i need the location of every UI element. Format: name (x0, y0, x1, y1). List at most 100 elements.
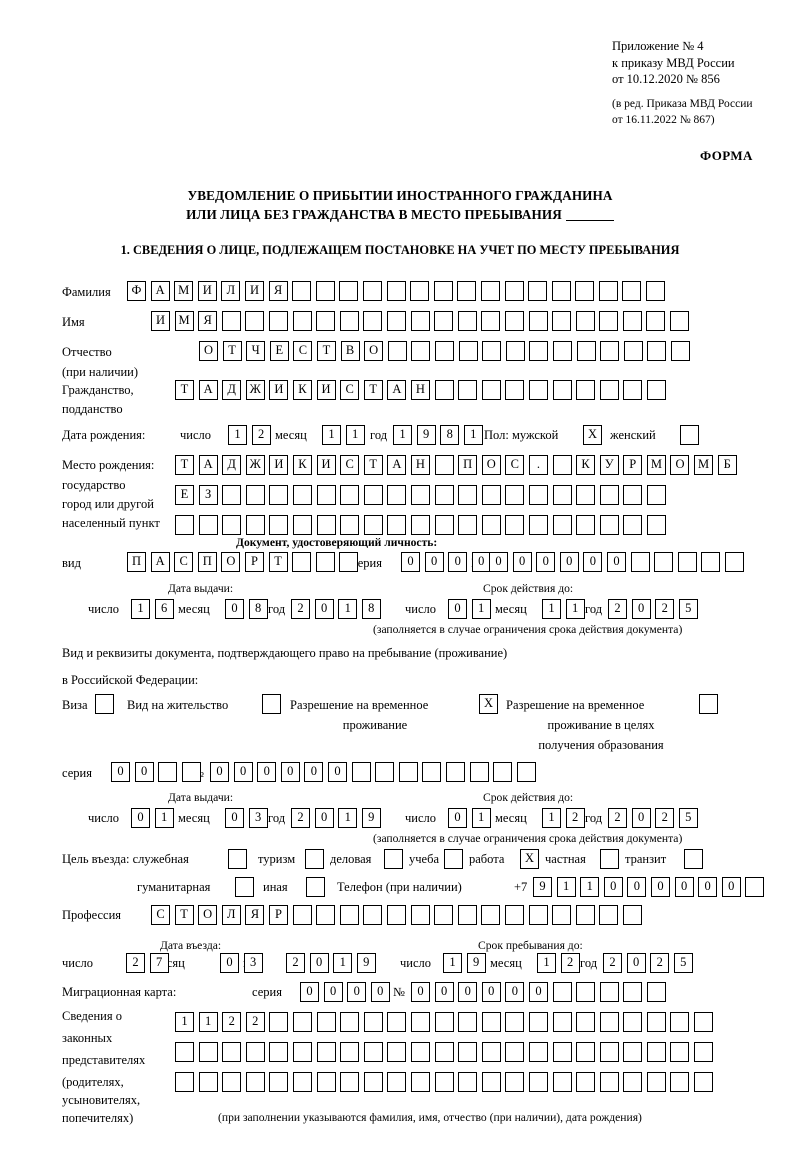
cell[interactable] (576, 485, 596, 505)
cell[interactable]: М (694, 455, 714, 475)
cell[interactable] (222, 1042, 242, 1062)
checkbox-residence-permit[interactable] (262, 694, 281, 714)
cell[interactable] (245, 1042, 265, 1062)
cell[interactable]: С (340, 455, 360, 475)
cell[interactable] (387, 515, 407, 535)
cell[interactable] (292, 905, 312, 925)
cell[interactable] (576, 1072, 596, 1092)
cell[interactable]: Т (222, 341, 242, 361)
cell[interactable]: К (576, 455, 596, 475)
cell[interactable]: 0 (536, 552, 556, 572)
cell[interactable]: М (174, 311, 194, 331)
cell[interactable]: А (387, 455, 407, 475)
cell[interactable]: 1 (443, 953, 462, 973)
cell[interactable]: 2 (655, 599, 675, 619)
cell[interactable] (410, 905, 430, 925)
cell[interactable] (175, 515, 194, 535)
cell[interactable] (340, 485, 360, 505)
cell[interactable] (481, 380, 501, 400)
cell[interactable] (410, 1042, 430, 1062)
cell[interactable] (458, 1072, 478, 1092)
cell[interactable] (482, 341, 502, 361)
cell[interactable] (316, 1072, 336, 1092)
cell[interactable] (646, 281, 666, 301)
cell[interactable]: 1 (471, 808, 491, 828)
cell[interactable]: 8 (440, 425, 460, 445)
cell[interactable]: 2 (291, 808, 310, 828)
cell[interactable] (599, 380, 619, 400)
cell[interactable]: 0 (489, 552, 508, 572)
cell[interactable]: 9 (361, 808, 381, 828)
checkbox-purpose-study[interactable] (444, 849, 463, 869)
cell[interactable] (694, 1072, 714, 1092)
cell[interactable]: 0 (627, 877, 647, 897)
cell[interactable] (481, 905, 501, 925)
cell[interactable]: Т (316, 341, 336, 361)
cell[interactable] (434, 1042, 454, 1062)
field-legal-rep-row-2[interactable] (175, 1042, 714, 1062)
cell[interactable]: Я (268, 281, 288, 301)
cell[interactable] (292, 515, 312, 535)
cell[interactable] (646, 311, 666, 331)
cell[interactable] (292, 485, 312, 505)
cell[interactable] (623, 1012, 643, 1032)
cell[interactable] (623, 485, 643, 505)
cell[interactable]: 0 (448, 599, 467, 619)
cell[interactable] (245, 311, 265, 331)
cell[interactable] (387, 341, 407, 361)
cell[interactable] (340, 1072, 360, 1092)
cell[interactable]: 2 (603, 953, 622, 973)
cell[interactable] (340, 515, 360, 535)
cell[interactable] (552, 905, 572, 925)
cell[interactable] (516, 762, 536, 782)
cell[interactable]: 0 (674, 877, 694, 897)
cell[interactable] (410, 311, 430, 331)
checkbox-sex-male[interactable]: X (583, 425, 602, 445)
cell[interactable] (493, 762, 513, 782)
cell[interactable]: О (364, 341, 384, 361)
cell[interactable] (646, 1072, 666, 1092)
cell[interactable]: 0 (505, 982, 525, 1002)
cell[interactable] (630, 552, 650, 572)
checkbox-temp-residence-edu[interactable] (699, 694, 718, 714)
checkbox-visa[interactable] (95, 694, 114, 714)
field-birthplace-row-3[interactable] (175, 515, 666, 535)
cell[interactable]: И (151, 311, 170, 331)
checkbox-temp-residence[interactable]: X (479, 694, 498, 714)
cell[interactable] (504, 905, 524, 925)
cell[interactable]: 0 (323, 982, 343, 1002)
cell[interactable] (292, 1042, 312, 1062)
cell[interactable] (599, 982, 619, 1002)
cell[interactable] (387, 1012, 407, 1032)
cell[interactable] (552, 485, 572, 505)
cell[interactable]: 9 (416, 425, 436, 445)
cell[interactable] (363, 1012, 383, 1032)
cell[interactable] (269, 515, 289, 535)
cell[interactable]: Я (198, 311, 218, 331)
cell[interactable] (622, 905, 642, 925)
cell[interactable]: О (670, 455, 690, 475)
cell[interactable] (505, 1072, 525, 1092)
cell[interactable] (457, 905, 477, 925)
cell[interactable]: 1 (580, 877, 600, 897)
cell[interactable] (387, 485, 407, 505)
cell[interactable]: 0 (220, 953, 239, 973)
cell[interactable] (315, 552, 335, 572)
cell[interactable] (481, 311, 501, 331)
cell[interactable]: 0 (327, 762, 347, 782)
cell[interactable] (269, 485, 289, 505)
cell[interactable] (410, 1072, 430, 1092)
cell[interactable] (623, 515, 643, 535)
cell[interactable] (505, 380, 525, 400)
cell[interactable]: Б (717, 455, 737, 475)
cell[interactable]: У (599, 455, 619, 475)
